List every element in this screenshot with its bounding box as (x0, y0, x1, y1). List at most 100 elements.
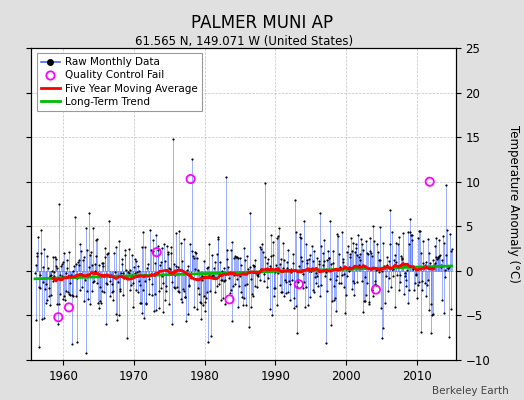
Point (389, 266, 398, 272)
Point (83, 287, 92, 294)
Title: 61.565 N, 149.071 W (United States): 61.565 N, 149.071 W (United States) (135, 35, 353, 48)
Point (321, 269, 330, 276)
Point (354, 232, 362, 238)
Point (326, 322, 335, 328)
Point (367, 250, 375, 256)
Point (259, 249, 267, 256)
Point (220, 265, 228, 271)
Point (282, 259, 291, 265)
Point (287, 266, 295, 272)
Point (46, 272, 54, 279)
Point (294, 276, 303, 283)
Point (34, 344, 42, 350)
Point (337, 229, 346, 235)
Point (157, 258, 165, 265)
Point (305, 256, 313, 262)
Point (387, 284, 395, 290)
Point (413, 234, 422, 241)
Point (264, 274, 272, 281)
Point (42, 297, 51, 304)
Point (149, 248, 158, 254)
Point (311, 274, 319, 280)
Point (96, 298, 104, 304)
Point (97, 300, 105, 306)
Point (401, 283, 410, 289)
Point (37, 227, 45, 234)
Point (340, 284, 348, 290)
Point (366, 248, 374, 254)
Point (184, 310, 192, 317)
Point (63, 257, 72, 263)
Point (381, 300, 389, 306)
Point (446, 306, 455, 312)
Point (253, 284, 261, 290)
Point (115, 238, 124, 244)
Point (302, 257, 311, 264)
Point (257, 246, 266, 253)
Point (61, 297, 69, 303)
Point (375, 269, 384, 275)
Point (134, 289, 143, 295)
Point (65, 290, 73, 297)
Point (241, 282, 249, 288)
Point (117, 270, 125, 276)
Point (434, 253, 443, 259)
Point (135, 278, 144, 284)
Point (278, 240, 287, 246)
Point (64, 288, 72, 295)
Point (59, 259, 67, 266)
Point (323, 257, 332, 263)
Point (182, 270, 190, 276)
Point (356, 257, 364, 264)
Point (427, 330, 435, 336)
Point (385, 274, 393, 281)
Point (59, 295, 68, 302)
Point (403, 267, 411, 273)
Point (235, 283, 243, 289)
Point (265, 263, 274, 270)
Point (306, 252, 314, 259)
Point (163, 251, 172, 257)
Point (259, 271, 268, 277)
Point (208, 273, 216, 279)
Point (108, 288, 117, 294)
Point (343, 272, 351, 279)
Point (279, 264, 287, 271)
Point (249, 263, 258, 270)
Point (442, 252, 450, 258)
Point (91, 261, 99, 268)
Point (337, 280, 345, 286)
Point (41, 286, 49, 292)
Point (34, 234, 42, 240)
Point (406, 229, 414, 235)
Point (290, 305, 298, 311)
Point (135, 268, 143, 274)
Point (73, 339, 82, 345)
Point (342, 292, 351, 298)
Point (231, 253, 239, 259)
Point (347, 286, 356, 292)
Point (266, 306, 275, 312)
Point (164, 249, 172, 256)
Point (189, 253, 197, 259)
Point (98, 260, 106, 267)
Point (361, 298, 369, 304)
Point (418, 278, 426, 285)
Point (236, 262, 245, 268)
Point (203, 289, 211, 296)
Point (227, 239, 236, 245)
Point (179, 286, 187, 292)
Point (104, 250, 112, 256)
Point (180, 288, 188, 294)
Point (187, 270, 195, 276)
Point (225, 296, 234, 302)
Point (272, 262, 280, 268)
Point (145, 276, 154, 282)
Point (106, 278, 114, 284)
Point (350, 280, 358, 287)
Point (133, 262, 141, 269)
Point (74, 259, 82, 266)
Point (318, 267, 326, 274)
Point (328, 298, 336, 304)
Point (258, 268, 267, 274)
